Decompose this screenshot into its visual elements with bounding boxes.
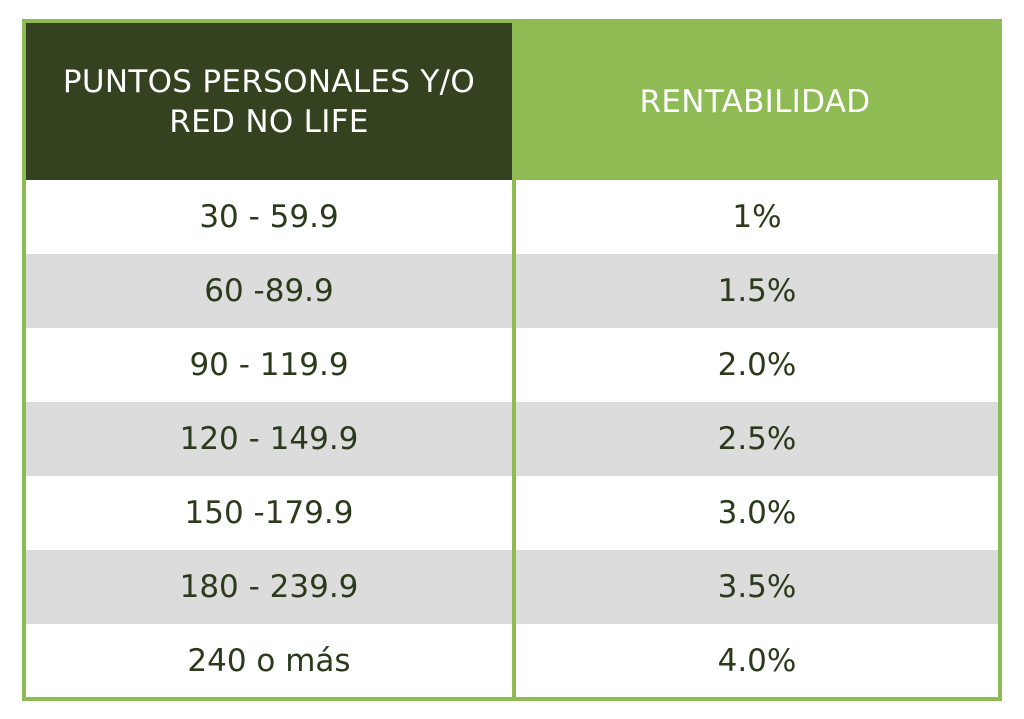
- column-divider: [512, 23, 516, 697]
- table-row: 30 - 59.9 1%: [26, 180, 998, 254]
- table-row: 240 o más 4.0%: [26, 624, 998, 698]
- rate-cell: 1.5%: [717, 273, 797, 309]
- rate-cell: 3.0%: [717, 495, 797, 531]
- table-header: PUNTOS PERSONALES Y/O RED NO LIFE RENTAB…: [26, 23, 998, 180]
- header-rentabilidad: RENTABILIDAD: [512, 23, 998, 180]
- rentabilidad-table: PUNTOS PERSONALES Y/O RED NO LIFE RENTAB…: [22, 19, 1002, 701]
- points-cell: 120 - 149.9: [179, 421, 359, 457]
- header-points: PUNTOS PERSONALES Y/O RED NO LIFE: [26, 23, 512, 180]
- points-cell: 150 -179.9: [184, 495, 354, 531]
- rate-cell: 2.0%: [717, 347, 797, 383]
- table-row: 150 -179.9 3.0%: [26, 476, 998, 550]
- rate-cell: 3.5%: [717, 569, 797, 605]
- points-cell: 30 - 59.9: [199, 199, 339, 235]
- table-row: 90 - 119.9 2.0%: [26, 328, 998, 402]
- rate-cell: 1%: [732, 199, 782, 235]
- points-cell: 240 o más: [187, 643, 351, 679]
- points-cell: 60 -89.9: [204, 273, 334, 309]
- rate-cell: 2.5%: [717, 421, 797, 457]
- rate-cell: 4.0%: [717, 643, 797, 679]
- points-cell: 180 - 239.9: [179, 569, 359, 605]
- points-cell: 90 - 119.9: [189, 347, 349, 383]
